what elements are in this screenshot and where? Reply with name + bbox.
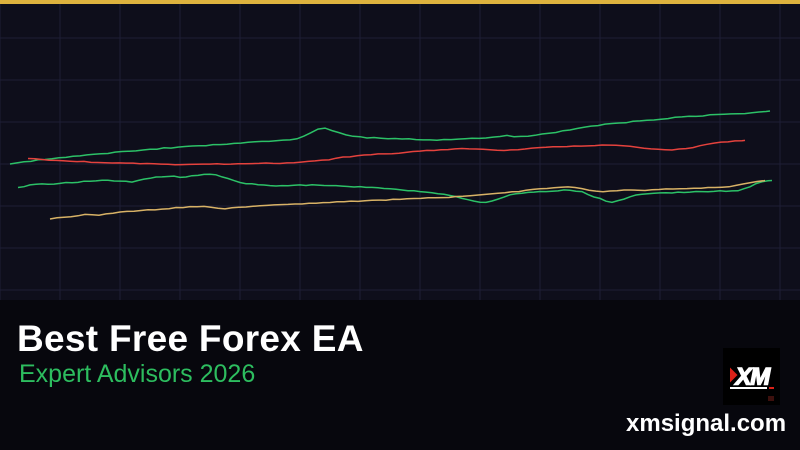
svg-text:XM: XM <box>734 364 772 391</box>
